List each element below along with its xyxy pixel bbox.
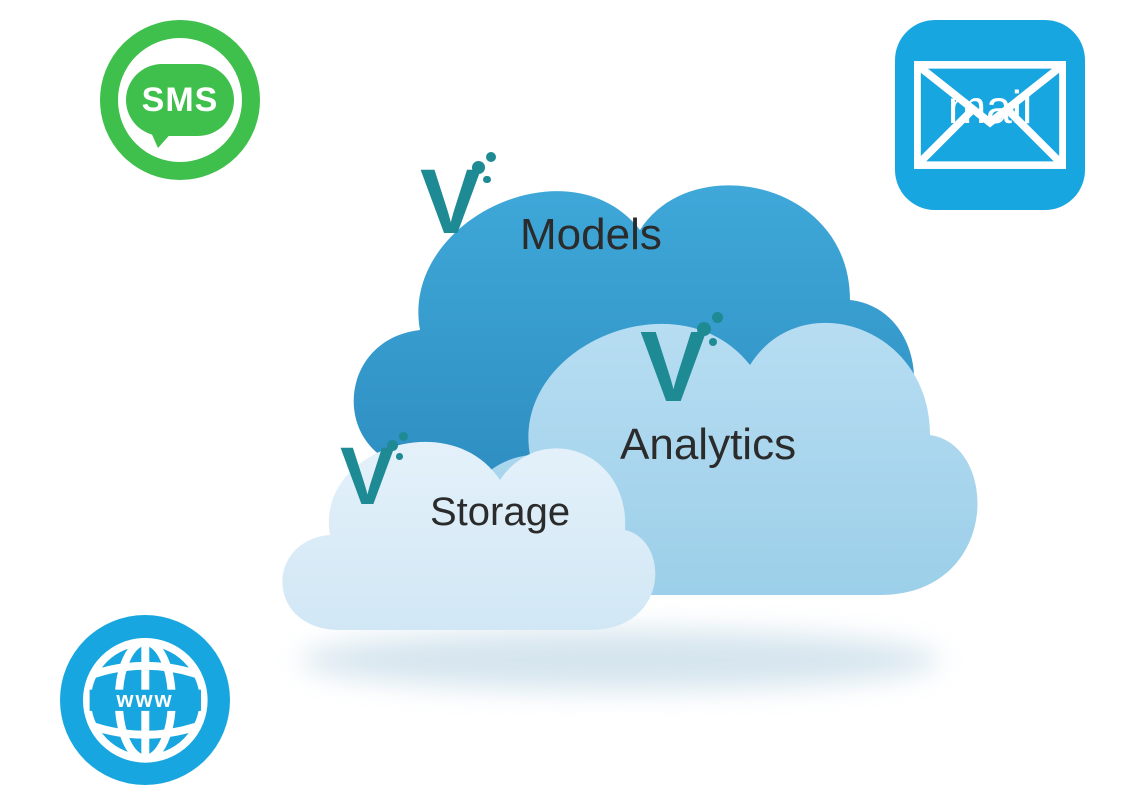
v-logo-models: V	[420, 150, 481, 255]
cloud-label-storage: Storage	[430, 490, 570, 535]
sms-speech-bubble: SMS	[126, 64, 234, 136]
sms-icon: SMS	[100, 20, 260, 180]
sms-bubble-tail	[150, 130, 174, 148]
cloud-label-models: Models	[520, 210, 662, 260]
mail-label: mail	[948, 80, 1032, 134]
www-label: www	[116, 687, 173, 713]
v-logo-storage: V	[340, 430, 395, 524]
diagram-canvas: SMS mail www	[0, 0, 1140, 811]
www-icon: www	[60, 615, 230, 785]
sms-label: SMS	[142, 83, 219, 117]
